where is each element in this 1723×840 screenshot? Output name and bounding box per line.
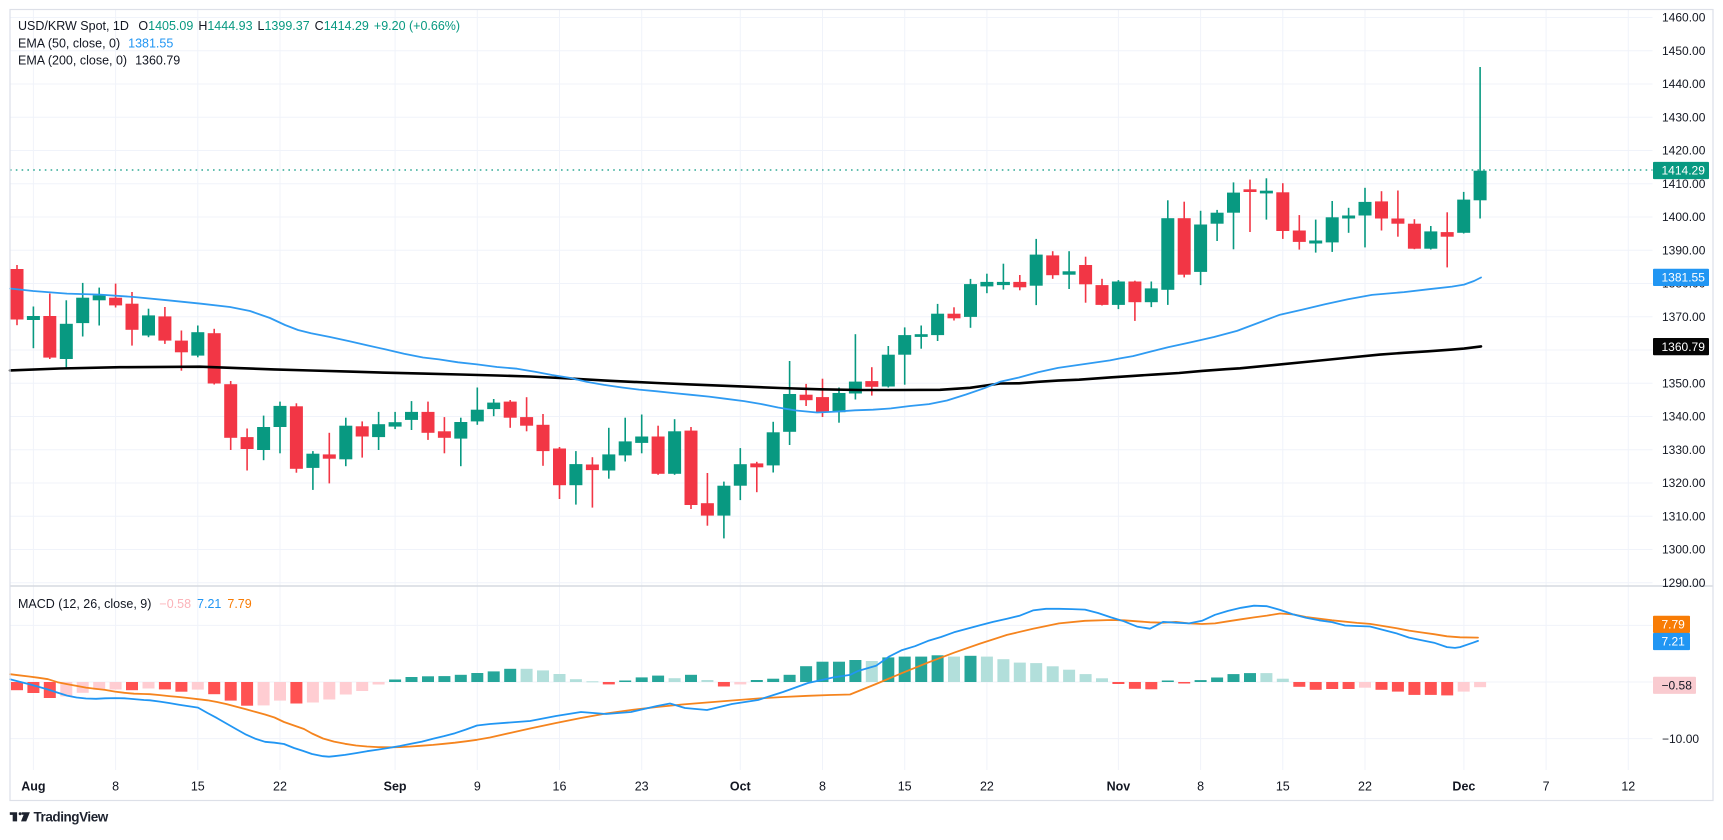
svg-text:8: 8: [112, 780, 119, 794]
svg-text:1320.00: 1320.00: [1662, 476, 1706, 490]
svg-text:Nov: Nov: [1107, 780, 1131, 794]
svg-text:1460.00: 1460.00: [1662, 11, 1706, 25]
svg-text:1350.00: 1350.00: [1662, 376, 1706, 390]
svg-text:15: 15: [191, 780, 205, 794]
svg-text:1390.00: 1390.00: [1662, 243, 1706, 257]
svg-text:Oct: Oct: [730, 780, 752, 794]
svg-text:EMA (200, close, 0)1360.79: EMA (200, close, 0) 1360.79: [18, 54, 180, 68]
svg-text:Dec: Dec: [1452, 780, 1475, 794]
svg-text:7.21: 7.21: [1662, 635, 1686, 649]
svg-text:EMA (50, close, 0)1381.55: EMA (50, close, 0) 1381.55: [18, 36, 173, 50]
svg-text:7: 7: [1543, 780, 1550, 794]
svg-text:Aug: Aug: [21, 780, 45, 794]
svg-text:−10.00: −10.00: [1662, 732, 1699, 746]
svg-text:1430.00: 1430.00: [1662, 111, 1706, 125]
svg-text:22: 22: [980, 780, 994, 794]
svg-text:1440.00: 1440.00: [1662, 77, 1706, 91]
svg-text:Sep: Sep: [384, 780, 407, 794]
svg-text:MACD (12, 26, close, 9)−0.587.: MACD (12, 26, close, 9) −0.58 7.21 7.79: [18, 597, 252, 611]
svg-text:1414.29: 1414.29: [1662, 164, 1706, 178]
svg-text:1340.00: 1340.00: [1662, 410, 1706, 424]
svg-text:1370.00: 1370.00: [1662, 310, 1706, 324]
svg-text:16: 16: [553, 780, 567, 794]
svg-text:1400.00: 1400.00: [1662, 210, 1706, 224]
svg-text:9: 9: [474, 780, 481, 794]
svg-text:1381.55: 1381.55: [1662, 271, 1706, 285]
svg-text:8: 8: [819, 780, 826, 794]
svg-text:1290.00: 1290.00: [1662, 576, 1706, 590]
svg-text:1310.00: 1310.00: [1662, 510, 1706, 524]
svg-text:15: 15: [898, 780, 912, 794]
svg-text:22: 22: [1358, 780, 1372, 794]
svg-text:−0.58: −0.58: [1662, 679, 1693, 693]
svg-text:12: 12: [1621, 780, 1635, 794]
svg-text:7.79: 7.79: [1662, 618, 1686, 632]
svg-text:1360.79: 1360.79: [1662, 340, 1706, 354]
svg-text:23: 23: [635, 780, 649, 794]
svg-text:1330.00: 1330.00: [1662, 443, 1706, 457]
svg-text:22: 22: [273, 780, 287, 794]
svg-text:1300.00: 1300.00: [1662, 543, 1706, 557]
svg-text:1410.00: 1410.00: [1662, 177, 1706, 191]
svg-text:1450.00: 1450.00: [1662, 44, 1706, 58]
svg-text:1420.00: 1420.00: [1662, 144, 1706, 158]
svg-text:8: 8: [1197, 780, 1204, 794]
svg-text:15: 15: [1276, 780, 1290, 794]
svg-text:TradingView: TradingView: [34, 810, 109, 825]
